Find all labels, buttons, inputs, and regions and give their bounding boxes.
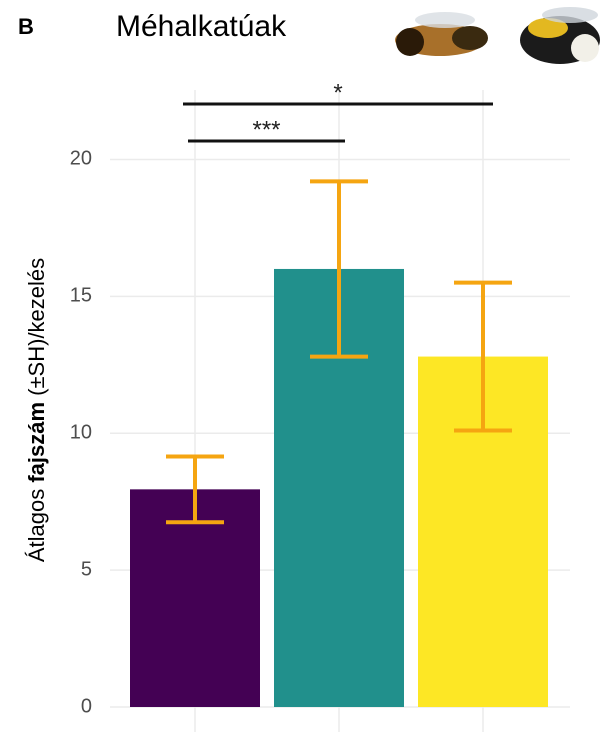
chart-title: Méhalkatúak [116, 10, 287, 43]
y-axis-label-part: (±SH)/kezelés [24, 258, 49, 402]
panel-label: B [18, 14, 34, 39]
y-tick-label: 10 [70, 422, 92, 444]
y-axis-label: Átlagos fajszám (±SH)/kezelés [24, 258, 49, 562]
chart: B Méhalkatúak Átlagos fajszám (±SH)/keze… [0, 0, 615, 732]
significance-label: * [333, 79, 342, 106]
significance-label: *** [252, 116, 280, 143]
y-tick-label: 0 [81, 695, 92, 717]
bee-icon [395, 7, 600, 64]
y-tick-label: 5 [81, 558, 92, 580]
y-tick-label: 20 [70, 148, 92, 170]
y-axis-label-part: Átlagos [24, 483, 49, 563]
y-tick-label: 15 [70, 285, 92, 307]
y-axis-label-part: fajszám [24, 402, 49, 483]
